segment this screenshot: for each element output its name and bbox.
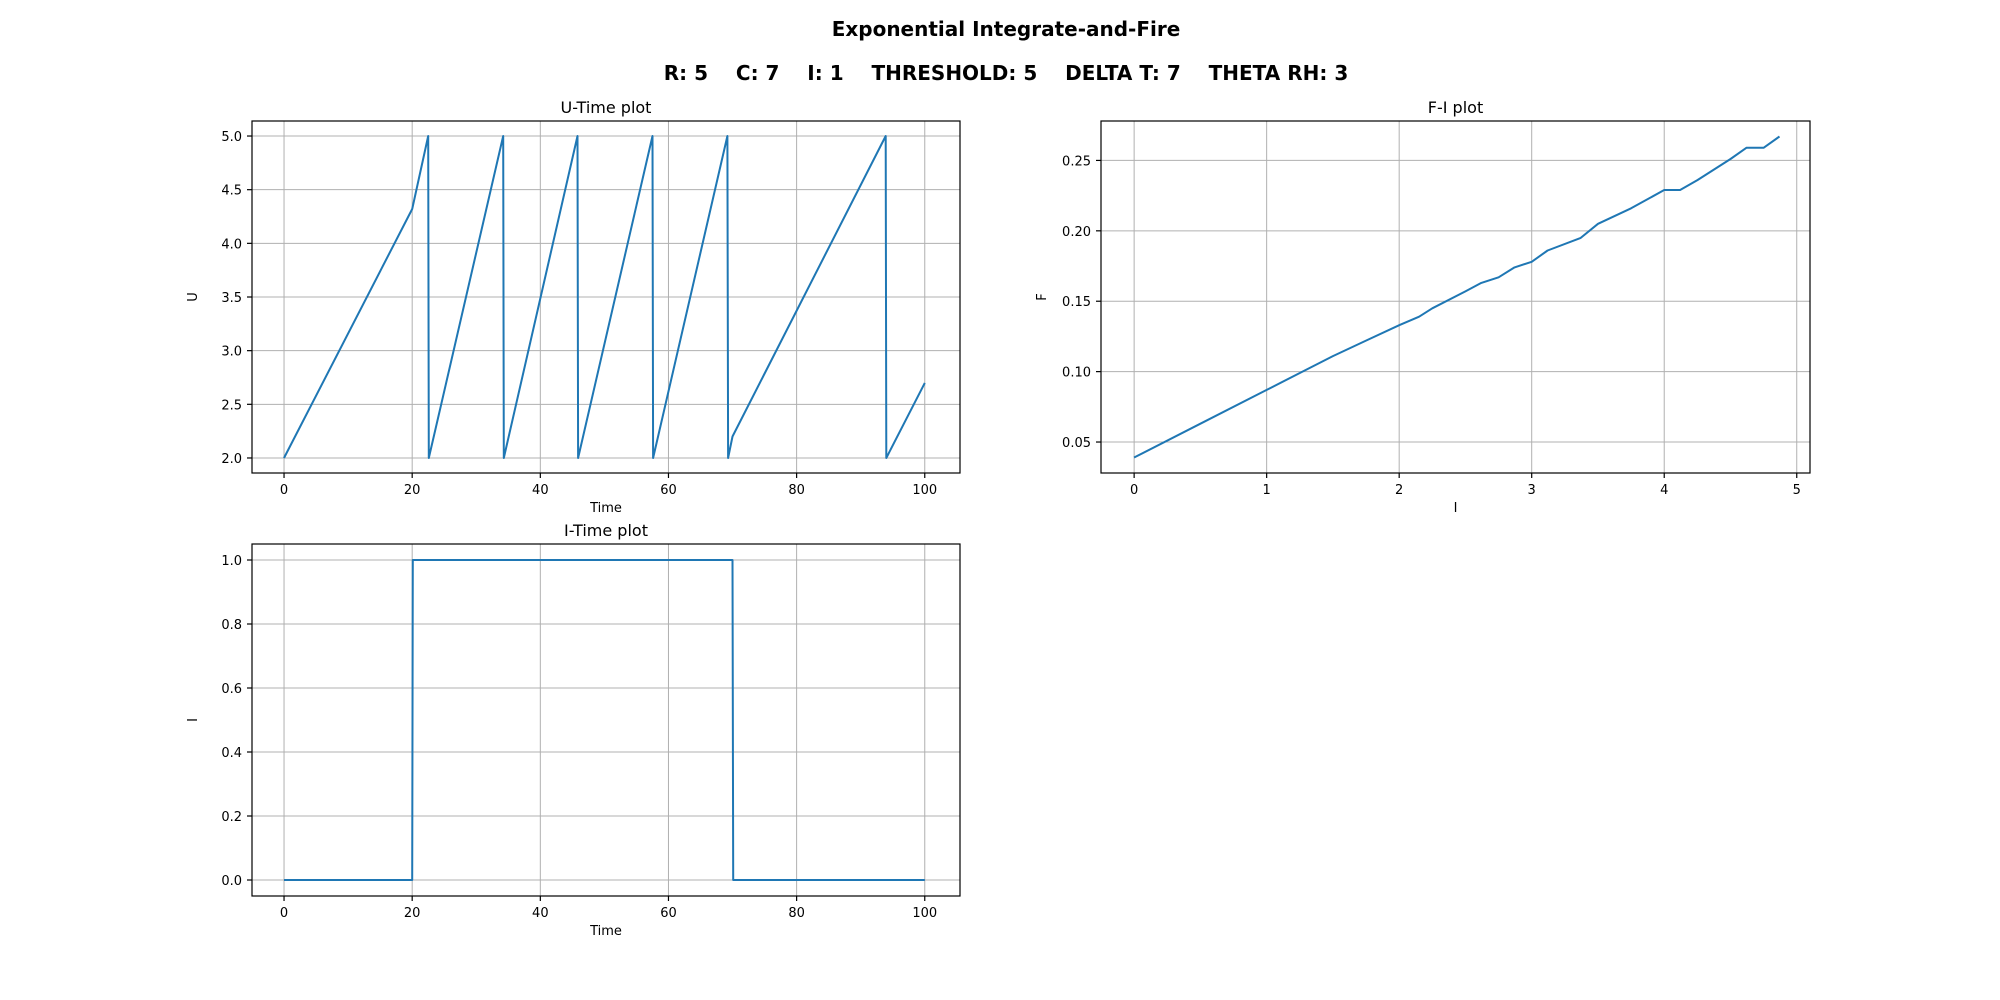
figure-title: Exponential Integrate-and-Fire — [832, 17, 1181, 41]
x-tick-label: 60 — [660, 906, 677, 921]
series-line — [283, 135, 926, 459]
y-tick-label: 0.15 — [1062, 295, 1091, 310]
y-tick-label: 0.4 — [221, 746, 242, 761]
y-tick-label: 1.0 — [221, 554, 242, 569]
figure-params: R: 5 C: 7 I: 1 THRESHOLD: 5 DELTA T: 7 T… — [664, 61, 1348, 85]
i-time-plot: 0 20 40 60 80 100 0.0 0.2 0.4 0.6 0.8 1.0 I-Time plo… — [186, 521, 961, 939]
x-tick-label: 20 — [404, 906, 421, 921]
y-tick-label: 0.20 — [1062, 225, 1091, 240]
x-axis-label: Time — [589, 924, 622, 939]
y-tick-label: 2.5 — [221, 398, 242, 413]
x-tick-label: 100 — [912, 906, 937, 921]
series-line — [284, 559, 925, 881]
x-tick-label: 100 — [912, 483, 937, 498]
x-tick-label: 60 — [660, 483, 677, 498]
axes-frame — [251, 543, 961, 897]
x-tick-label: 3 — [1528, 483, 1536, 498]
axes-frame — [1100, 120, 1811, 474]
x-tick-label: 0 — [280, 906, 288, 921]
y-axis-label: I — [186, 718, 201, 722]
y-axis-label: F — [1035, 293, 1050, 300]
x-tick-label: 2 — [1395, 483, 1403, 498]
x-tick-label: 40 — [532, 483, 549, 498]
y-tick-label: 4.0 — [221, 237, 242, 252]
axes-title: I-Time plot — [564, 521, 648, 540]
axes-title: U-Time plot — [561, 98, 652, 117]
x-tick-label: 5 — [1793, 483, 1801, 498]
y-tick-label: 0.05 — [1062, 436, 1091, 451]
y-tick-label: 3.0 — [221, 345, 242, 360]
x-tick-label: 20 — [404, 483, 421, 498]
x-axis-label: Time — [589, 501, 622, 516]
y-tick-label: 0.6 — [221, 682, 242, 697]
y-tick-label: 0.10 — [1062, 366, 1091, 381]
y-axis-label: U — [186, 292, 201, 302]
x-tick-label: 4 — [1660, 483, 1668, 498]
x-tick-label: 80 — [788, 483, 805, 498]
axes-title: F-I plot — [1428, 98, 1483, 117]
y-tick-label: 2.0 — [221, 452, 242, 467]
u-time-plot: 0 20 40 60 80 100 2.0 2.5 3.0 3.5 4.0 4.5 5.0 U-Time … — [186, 98, 961, 516]
y-tick-label: 0.25 — [1062, 154, 1091, 169]
x-tick-label: 1 — [1263, 483, 1271, 498]
x-tick-label: 80 — [788, 906, 805, 921]
f-i-plot: 0 1 2 3 4 5 0.05 0.10 0.15 0.20 0.25 F-I plot I F — [1035, 98, 1811, 516]
y-tick-label: 3.5 — [221, 291, 242, 306]
series-line — [1133, 135, 1781, 459]
y-tick-label: 0.2 — [221, 810, 242, 825]
y-tick-label: 4.5 — [221, 184, 242, 199]
x-tick-label: 0 — [280, 483, 288, 498]
y-tick-label: 5.0 — [221, 130, 242, 145]
y-tick-label: 0.8 — [221, 618, 242, 633]
x-axis-label: I — [1454, 501, 1458, 516]
x-tick-label: 0 — [1130, 483, 1138, 498]
y-tick-label: 0.0 — [221, 874, 242, 889]
x-tick-label: 40 — [532, 906, 549, 921]
